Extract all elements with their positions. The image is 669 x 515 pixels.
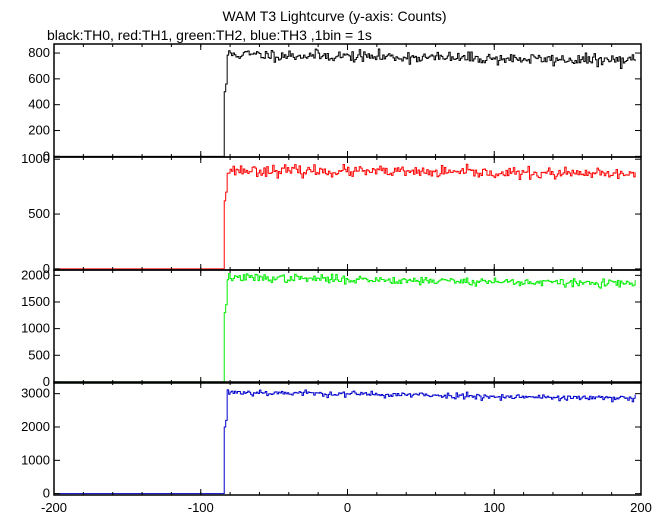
y-tick-label: 3000: [21, 386, 50, 401]
y-tick-label: 0: [43, 261, 50, 276]
y-tick-label: 800: [28, 45, 50, 60]
y-tick-label: 1500: [21, 294, 50, 309]
y-tick-label: 0: [43, 374, 50, 389]
y-tick-label: 1000: [21, 452, 50, 467]
y-tick-label: 0: [43, 148, 50, 163]
x-tick-label: 100: [483, 500, 505, 515]
y-tick-label: 400: [28, 97, 50, 112]
panel-frame-th2: [53, 269, 642, 384]
x-tick-label: 200: [630, 500, 652, 515]
y-tick-label: 1000: [21, 321, 50, 336]
series-line-th0: [54, 48, 636, 157]
x-tick-label: 0: [344, 500, 351, 515]
chart-subtitle: black:TH0, red:TH1, green:TH2, blue:TH3 …: [47, 27, 372, 43]
y-tick-label: 500: [28, 206, 50, 221]
series-line-th1: [54, 163, 636, 270]
y-tick-label: 200: [28, 123, 50, 138]
chart-title: WAM T3 Lightcurve (y-axis: Counts): [222, 8, 447, 24]
y-tick-label: 2000: [21, 419, 50, 434]
series-line-th2: [54, 273, 636, 383]
x-tick-label: -200: [41, 500, 67, 515]
series-line-th3: [54, 389, 636, 495]
y-tick-label: 600: [28, 71, 50, 86]
x-tick-label: -100: [188, 500, 214, 515]
y-tick-label: 1000: [21, 151, 50, 166]
y-tick-label: 2000: [21, 267, 50, 282]
y-tick-label: 500: [28, 347, 50, 362]
y-tick-label: 0: [43, 486, 50, 501]
